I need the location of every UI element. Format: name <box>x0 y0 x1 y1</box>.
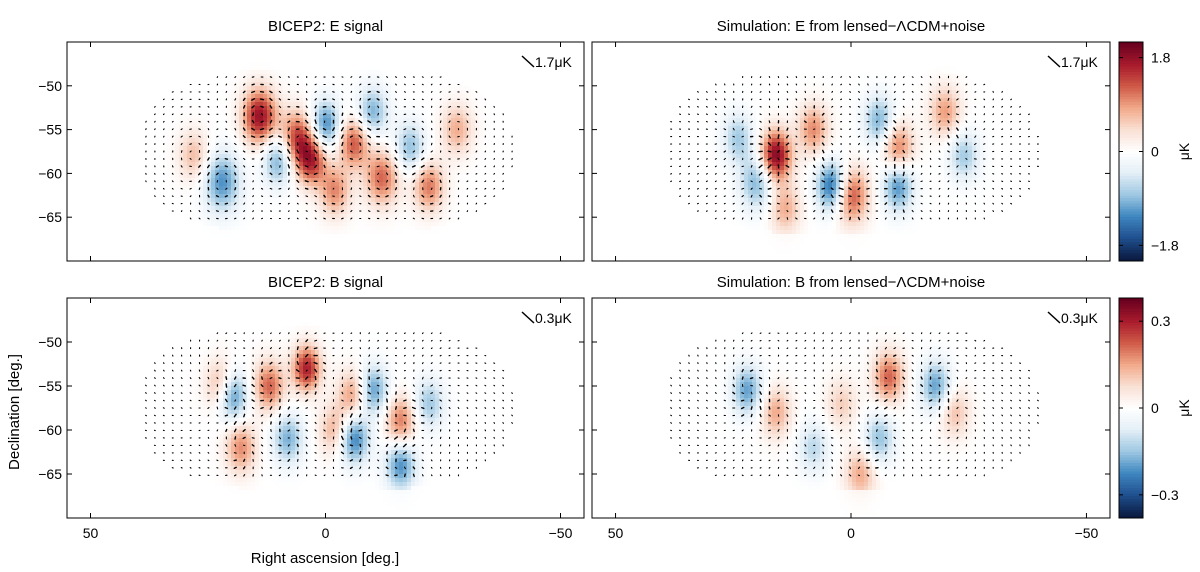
polarization-vectors <box>670 75 1039 221</box>
x-tick-label: 0 <box>847 525 855 541</box>
x-tick-label: −50 <box>1075 525 1099 541</box>
sky-map <box>628 302 1073 515</box>
y-tick-label: −65 <box>38 209 62 225</box>
y-tick-label: −60 <box>38 165 62 181</box>
colorbar: 1.8 0 −1.8 μK <box>1118 41 1192 262</box>
y-tick-label: −55 <box>38 122 62 138</box>
panel-title: Simulation: B from lensed−ΛCDM+noise <box>717 274 985 291</box>
polarization-vectors <box>144 332 513 478</box>
scale-bar: 0.3μK <box>1047 310 1099 326</box>
scale-bar-label: 0.3μK <box>535 310 573 326</box>
panel-2: Simulation: E from lensed−ΛCDM+noise 1.7μ… <box>591 18 1192 262</box>
panel-title: BICEP2: E signal <box>268 18 383 35</box>
x-tick-label: 50 <box>83 525 99 541</box>
scale-bar: 1.7μK <box>1047 54 1099 70</box>
x-tick-label: −50 <box>549 525 573 541</box>
scale-bar-label: 1.7μK <box>1061 54 1099 70</box>
panel-3: 50 0 −50 −50 −55 −60 −65 BICEP2: B signal 0.3μK <box>38 274 585 541</box>
panel-title: Simulation: E from lensed−ΛCDM+noise <box>717 18 985 35</box>
colorbar-unit-label: μK <box>1176 142 1192 160</box>
y-axis-label: Declination [deg.] <box>6 354 23 470</box>
y-tick-label: −55 <box>38 378 62 394</box>
colorbar-tick-label: −1.8 <box>1151 237 1179 253</box>
colorbar-tick-label: 0 <box>1151 400 1159 416</box>
x-tick-label: 50 <box>608 525 624 541</box>
panel-1: −50 −55 −60 −65 BICEP2: E signal 1.7μK <box>38 18 585 262</box>
scale-bar-label: 0.3μK <box>1061 310 1099 326</box>
colorbar-tick-label: 0 <box>1151 144 1159 160</box>
colorbar: 0.3 0 −0.3 μK <box>1118 297 1192 519</box>
sky-map <box>628 46 1073 259</box>
y-tick-label: −65 <box>38 466 62 482</box>
colorbar-tick-label: −0.3 <box>1151 487 1179 503</box>
sky-map <box>103 46 548 259</box>
polarization-vectors <box>670 332 1039 477</box>
y-tick-label: −60 <box>38 422 62 438</box>
y-tick-label: −50 <box>38 78 62 94</box>
colorbar-unit-label: μK <box>1176 399 1192 417</box>
y-tick-label: −50 <box>38 334 62 350</box>
x-tick-label: 0 <box>322 525 330 541</box>
scale-bar: 1.7μK <box>521 54 573 70</box>
scale-bar: 0.3μK <box>521 310 573 326</box>
panel-title: BICEP2: B signal <box>268 274 383 291</box>
colorbar-tick-label: 1.8 <box>1151 50 1171 66</box>
panel-4: 50 0 −50 Simulation: B from lensed−ΛCDM+noi… <box>591 274 1192 541</box>
colorbar-tick-label: 0.3 <box>1151 313 1171 329</box>
x-axis-label: Right ascension [deg.] <box>251 550 399 567</box>
polarization-vectors <box>145 76 513 220</box>
sky-map <box>103 302 548 515</box>
scale-bar-label: 1.7μK <box>535 54 573 70</box>
